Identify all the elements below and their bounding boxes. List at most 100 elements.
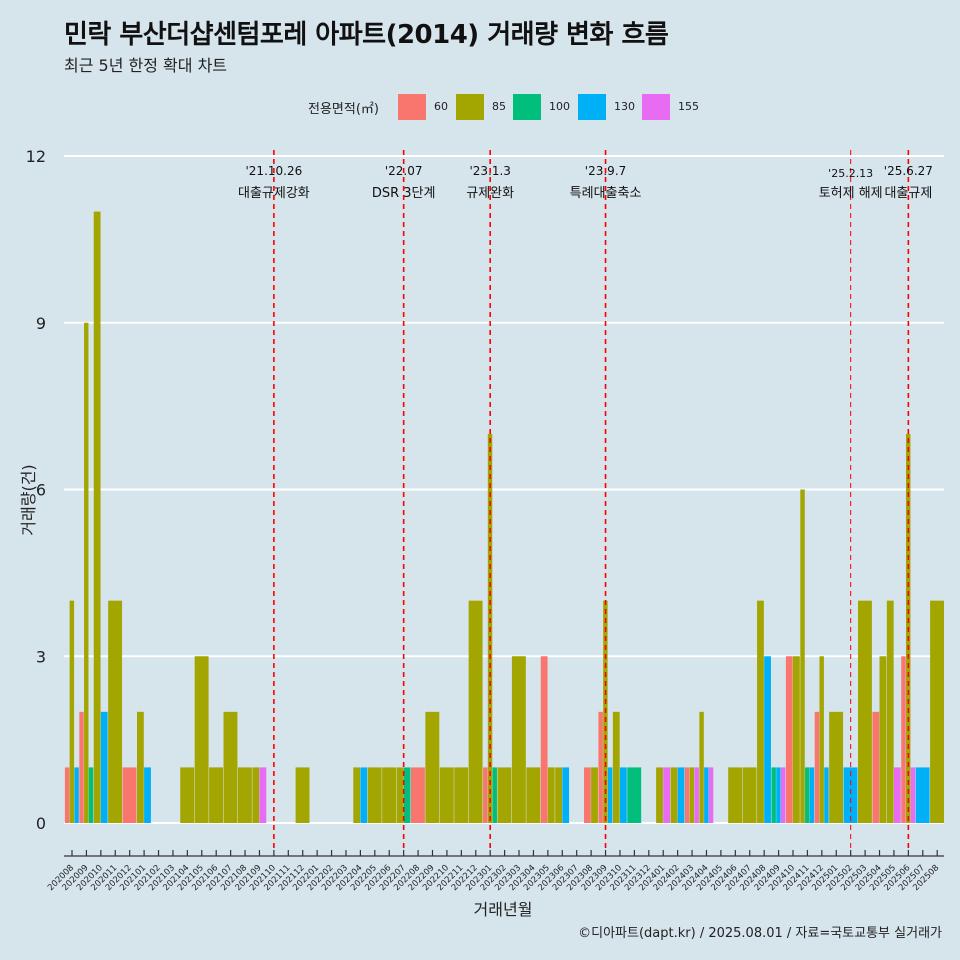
bar-130-202409 xyxy=(776,767,781,823)
bar-85-202010 xyxy=(93,211,101,824)
y-tick-label: 0 xyxy=(36,814,46,833)
y-tick-label: 9 xyxy=(36,314,46,333)
source-caption: ©디아파트(dapt.kr) / 2025.08.01 / 자료=국토교통부 실… xyxy=(578,926,942,941)
bar-85-202008 xyxy=(69,600,75,823)
x-axis-title: 거래년월 xyxy=(474,900,533,919)
bar-60-202009 xyxy=(79,711,84,823)
y-tick-label: 6 xyxy=(36,481,46,500)
bar-60-202012 xyxy=(122,767,137,823)
bar-85-202410 xyxy=(793,656,800,823)
bar-85-202112 xyxy=(295,767,310,823)
bar-85-202207 xyxy=(396,767,404,823)
bar-130-202408 xyxy=(764,656,771,823)
bar-100-202009 xyxy=(88,767,94,823)
bar-85-202508 xyxy=(930,600,944,823)
event-label: DSR 3단계 xyxy=(372,186,436,201)
bar-85-202109 xyxy=(252,767,260,823)
bar-60-202412 xyxy=(814,711,820,823)
bar-155-202404 xyxy=(708,767,714,823)
bar-85-202402 xyxy=(670,767,678,823)
bar-155-202401 xyxy=(663,767,671,823)
bar-130-202411 xyxy=(809,767,815,823)
bar-130-202309 xyxy=(607,767,613,823)
bar-85-202408 xyxy=(757,600,764,823)
bar-85-202303 xyxy=(511,656,526,823)
bar-155-202109 xyxy=(259,767,267,823)
bar-155-202409 xyxy=(780,767,786,823)
bar-85-202209 xyxy=(425,711,440,823)
bar-155-202506 xyxy=(910,767,916,823)
bar-85-202503 xyxy=(858,600,872,823)
bar-60-202410 xyxy=(785,656,793,823)
bar-130-202010 xyxy=(100,711,108,823)
bar-85-202411 xyxy=(800,489,805,823)
chart-title: 민락 부산더샵센텀포레 아파트(2014) 거래량 변화 흐름 xyxy=(64,20,669,50)
bar-60-202301 xyxy=(483,767,488,823)
bar-100-202411 xyxy=(805,767,810,823)
event-date: '22.07 xyxy=(385,164,423,178)
y-axis-title: 거래량(건) xyxy=(19,464,38,535)
bar-60-202504 xyxy=(872,711,880,823)
event-label: 대출규제강화 xyxy=(238,186,310,201)
bar-130-202404 xyxy=(704,767,709,823)
event-date: '23.1.3 xyxy=(469,164,510,178)
bar-85-202101 xyxy=(137,711,144,823)
bar-85-202210 xyxy=(439,767,454,823)
bar-85-202009 xyxy=(84,322,89,823)
bar-130-202310 xyxy=(619,767,627,823)
bar-85-202304 xyxy=(526,767,541,823)
bar-130-202101 xyxy=(144,767,151,823)
event-markers: '21.10.26 대출규제강화 '22.07 DSR 3단계 '23.1.3 규제완화 '… xyxy=(238,150,933,850)
bar-85-202011 xyxy=(108,600,123,823)
legend-title: 전용면적(㎡) xyxy=(308,102,379,117)
bar-85-202407 xyxy=(742,767,757,823)
legend-swatch-60 xyxy=(398,94,426,120)
bar-60-202403 xyxy=(684,767,690,823)
legend: 전용면적(㎡) 60 85 100 130 155 xyxy=(0,92,960,122)
bar-85-202403 xyxy=(689,767,695,823)
chart-subtitle: 최근 5년 한정 확대 차트 xyxy=(64,56,228,75)
bar-130-202412 xyxy=(824,767,829,823)
bar-100-202207 xyxy=(403,767,411,823)
bar-85-202106 xyxy=(209,767,223,823)
bar-85-202501 xyxy=(829,711,844,823)
event-label: 규제완화 xyxy=(466,186,514,201)
bar-85-202104 xyxy=(180,767,195,823)
event-label: 대출규제 xyxy=(884,186,932,201)
event-date: '23.9.7 xyxy=(585,164,626,178)
legend-swatch-85 xyxy=(456,94,484,120)
bar-85-202206 xyxy=(382,767,397,823)
bar-85-202204 xyxy=(353,767,361,823)
bar-130-202507 xyxy=(915,767,930,823)
bar-85-202212 xyxy=(468,600,483,823)
bar-85-202205 xyxy=(367,767,382,823)
event-label: 특례대출축소 xyxy=(570,186,642,201)
bar-85-202107 xyxy=(223,711,238,823)
bar-60-202308 xyxy=(584,767,591,823)
bar-130-202008 xyxy=(74,767,79,823)
bar-100-202409 xyxy=(771,767,776,823)
y-tick-label: 3 xyxy=(36,647,46,666)
legend-label-85: 85 xyxy=(492,100,506,113)
bar-85-202108 xyxy=(237,767,252,823)
bar-130-202204 xyxy=(360,767,368,823)
bar-130-202306 xyxy=(562,767,570,823)
bar-155-202403 xyxy=(694,767,699,823)
bar-60-202506 xyxy=(901,656,906,823)
bar-60-202208 xyxy=(410,767,425,823)
bar-85-202105 xyxy=(194,656,209,823)
legend-swatch-100 xyxy=(513,94,541,120)
bar-85-202308 xyxy=(591,767,598,823)
bars xyxy=(64,211,944,824)
event-date: '25.6.27 xyxy=(884,164,933,178)
bar-85-202406 xyxy=(728,767,743,823)
event-date: '21.10.26 xyxy=(246,164,303,178)
legend-label-60: 60 xyxy=(434,100,448,113)
bar-85-202412 xyxy=(819,656,824,823)
bar-85-202306 xyxy=(555,767,562,823)
bar-85-202404 xyxy=(699,711,704,823)
bar-85-202505 xyxy=(886,600,894,823)
bar-85-202302 xyxy=(497,767,512,823)
event-date: '25.2.13 xyxy=(828,167,873,180)
